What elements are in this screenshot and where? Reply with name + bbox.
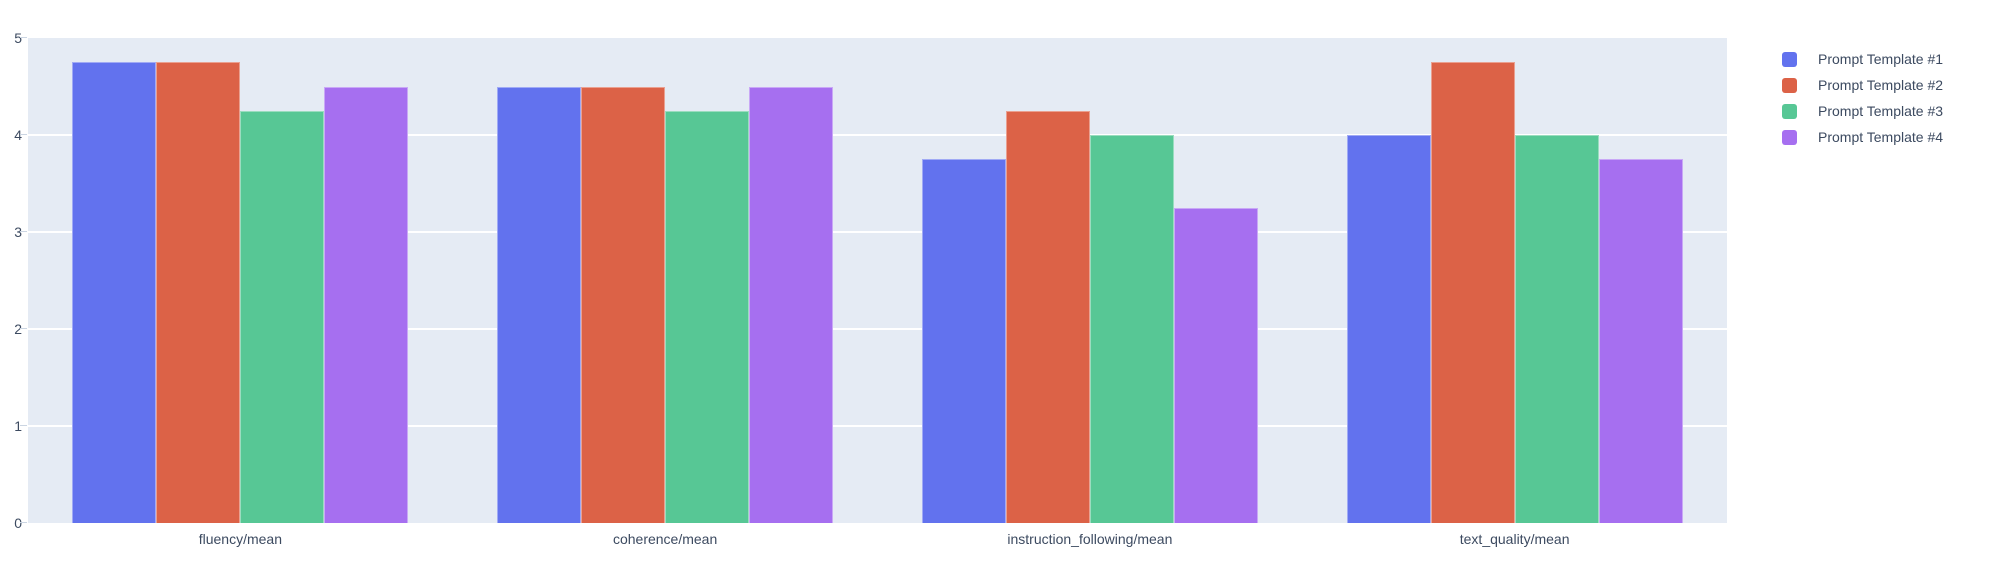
bar-Prompt Template #4-instruction_following/mean[interactable] <box>1173 207 1258 523</box>
y-tick-label-1: 1 <box>14 418 22 434</box>
legend-item-Prompt Template #2[interactable]: Prompt Template #2 <box>1782 72 1943 98</box>
bar-groups-layer <box>28 38 1727 523</box>
bar-Prompt Template #1-text_quality/mean[interactable] <box>1346 135 1431 523</box>
bar-Prompt Template #1-fluency/mean[interactable] <box>72 62 157 523</box>
y-tick-mark-2 <box>20 328 27 329</box>
bar-Prompt Template #2-text_quality/mean[interactable] <box>1430 62 1515 523</box>
x-axis-labels: fluency/mean coherence/mean instruction_fo… <box>28 531 1727 547</box>
bar-Prompt Template #4-fluency/mean[interactable] <box>324 86 409 523</box>
legend-swatch-icon <box>1782 103 1797 119</box>
legend-swatch-icon <box>1782 51 1797 67</box>
bar-Prompt Template #2-coherence/mean[interactable] <box>581 86 666 523</box>
legend-item-Prompt Template #1[interactable]: Prompt Template #1 <box>1782 46 1943 72</box>
x-tick-label-text_quality/mean: text_quality/mean <box>1459 531 1570 547</box>
bar-Prompt Template #2-fluency/mean[interactable] <box>156 62 241 523</box>
y-tick-label-0: 0 <box>14 515 22 531</box>
y-tick-mark-4 <box>20 134 27 135</box>
bar-Prompt Template #1-instruction_following/mean[interactable] <box>921 159 1006 523</box>
bar-Prompt Template #3-instruction_following/mean[interactable] <box>1089 135 1174 523</box>
legend-item-Prompt Template #3[interactable]: Prompt Template #3 <box>1782 98 1943 124</box>
bar-group-fluency/mean <box>28 38 453 523</box>
x-tick-label-fluency/mean: fluency/mean <box>198 531 283 547</box>
gridline-y2 <box>28 328 1727 330</box>
legend-swatch-icon <box>1782 129 1797 145</box>
legend-label: Prompt Template #1 <box>1818 51 1944 67</box>
gridline-y3 <box>28 231 1727 233</box>
bar-Prompt Template #2-instruction_following/mean[interactable] <box>1005 110 1090 523</box>
legend: Prompt Template #1 Prompt Template #2 Prom… <box>1782 46 1943 150</box>
plot-area[interactable] <box>28 38 1727 523</box>
legend-swatch-icon <box>1782 77 1797 93</box>
y-tick-mark-1 <box>20 425 27 426</box>
bar-group-text_quality/mean <box>1302 38 1727 523</box>
bar-Prompt Template #4-text_quality/mean[interactable] <box>1598 159 1683 523</box>
bar-group-coherence/mean <box>453 38 878 523</box>
bar-group-instruction_following/mean <box>878 38 1303 523</box>
y-tick-label-4: 4 <box>14 127 22 143</box>
bar-Prompt Template #3-fluency/mean[interactable] <box>240 110 325 523</box>
legend-label: Prompt Template #2 <box>1818 77 1944 93</box>
y-tick-label-5: 5 <box>14 30 22 46</box>
bar-Prompt Template #4-coherence/mean[interactable] <box>749 86 834 523</box>
legend-item-Prompt Template #4[interactable]: Prompt Template #4 <box>1782 124 1943 150</box>
legend-label: Prompt Template #3 <box>1818 103 1944 119</box>
gridline-y1 <box>28 425 1727 427</box>
bar-Prompt Template #3-text_quality/mean[interactable] <box>1514 135 1599 523</box>
y-tick-label-3: 3 <box>14 224 22 240</box>
y-tick-mark-0 <box>20 522 27 523</box>
bar-Prompt Template #1-coherence/mean[interactable] <box>497 86 582 523</box>
legend-label: Prompt Template #4 <box>1818 129 1944 145</box>
gridline-y4 <box>28 134 1727 136</box>
bar-Prompt Template #3-coherence/mean[interactable] <box>665 110 750 523</box>
y-tick-mark-5 <box>20 37 27 38</box>
y-tick-mark-3 <box>20 231 27 232</box>
x-tick-label-instruction_following/mean: instruction_following/mean <box>1007 531 1173 547</box>
x-tick-label-coherence/mean: coherence/mean <box>612 531 718 547</box>
y-tick-label-2: 2 <box>14 321 22 337</box>
